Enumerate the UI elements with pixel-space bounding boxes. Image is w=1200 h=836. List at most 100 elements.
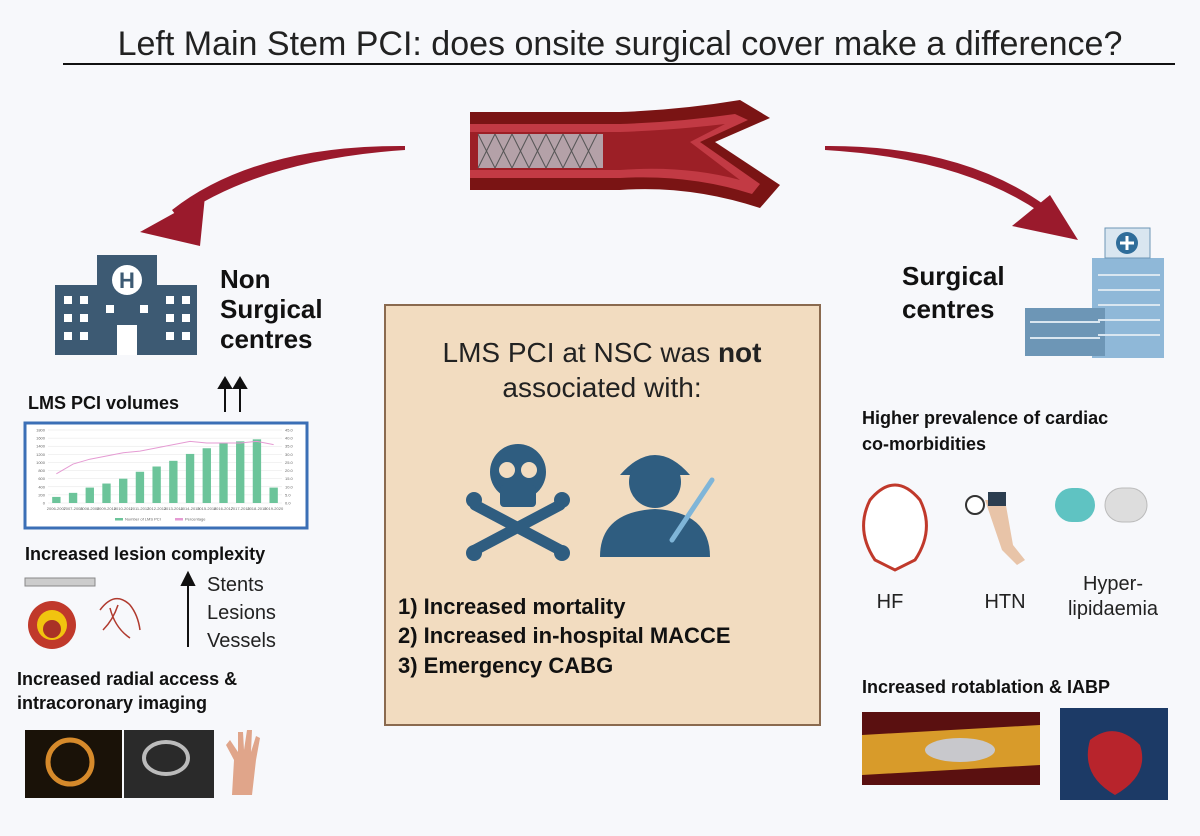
y2-tick-label: 25.0 <box>285 460 294 465</box>
y2-tick-label: 30.0 <box>285 452 294 457</box>
y2-tick-label: 0.0 <box>285 501 291 506</box>
comorbidity-icons-part <box>965 495 985 515</box>
x-tick-label: 2016-2017 <box>214 506 234 511</box>
x-tick-label: 2019-2020 <box>264 506 284 511</box>
y2-tick-label: 35.0 <box>285 444 294 449</box>
statement-text: LMS PCI at NSC was <box>443 337 718 368</box>
hospital-icon-left-part-part <box>117 325 137 355</box>
arrow-right-part <box>1012 195 1078 240</box>
hospital-icon-left-part-part <box>106 305 114 313</box>
x-tick-label: 2013-2014 <box>164 506 184 511</box>
hospital-icon-left-part-part <box>80 332 88 340</box>
y-tick-label: 1200 <box>36 452 46 457</box>
comorbidity-label: Hyper- <box>1083 573 1143 595</box>
x-tick-label: 2017-2018 <box>231 506 251 511</box>
up-arrows-part <box>217 376 233 389</box>
bar <box>185 453 195 503</box>
skull-icon <box>466 444 570 561</box>
bar <box>68 492 78 503</box>
statement-emphasis: not <box>718 337 762 368</box>
bar <box>169 460 178 503</box>
section-label: co-morbidities <box>862 434 986 454</box>
x-tick-label: 2015-2016 <box>197 506 217 511</box>
hospital-icon-right <box>1025 227 1164 358</box>
arrow-right-part <box>825 145 1046 212</box>
legend-label: Percentage <box>185 517 206 522</box>
hospital-icon-left-part-part <box>64 332 72 340</box>
bar <box>119 478 128 503</box>
bar <box>252 439 262 503</box>
hospital-icon-left-part <box>55 285 97 355</box>
legend-swatch <box>175 518 183 521</box>
comorbidity-icons-part <box>862 483 928 572</box>
up-arrow <box>180 570 196 647</box>
hospital-icon-left-part-part <box>182 332 190 340</box>
arrow-left-part <box>172 145 405 218</box>
surgeon-icon-part <box>669 477 715 543</box>
legend-swatch <box>115 518 123 521</box>
imaging-pictures-part <box>45 737 95 787</box>
y-tick-label: 1400 <box>36 444 46 449</box>
bar <box>152 466 161 503</box>
x-tick-label: 2012-2013 <box>147 506 167 511</box>
skull-icon-part <box>499 462 515 478</box>
y2-tick-label: 5.0 <box>285 492 291 497</box>
y-tick-label: 0 <box>43 501 46 506</box>
section-label: Increased radial access & <box>17 669 237 689</box>
hospital-icon-left-part-part <box>80 296 88 304</box>
outcome: 3) Emergency CABG <box>398 653 613 678</box>
heading-line: Surgical <box>220 294 323 324</box>
up-arrows <box>217 376 248 412</box>
bar <box>269 487 278 503</box>
title: Left Main Stem PCI: does onsite surgical… <box>118 25 1123 63</box>
imaging-pictures-part <box>226 730 260 795</box>
section-label: Increased rotablation & IABP <box>862 677 1110 697</box>
y-tick-label: 600 <box>38 476 45 481</box>
y-tick-label: 1800 <box>36 428 46 433</box>
chart-frame <box>23 421 309 530</box>
lesion-icons-part <box>99 597 141 639</box>
bar <box>202 448 211 503</box>
hospital-icon-right-part <box>1025 308 1105 356</box>
skull-icon-part <box>466 545 482 561</box>
artery-illustration <box>470 100 780 208</box>
skull-icon-part <box>554 545 570 561</box>
hospital-icon-left-part-part <box>140 305 148 313</box>
bar <box>102 483 111 503</box>
procedure-pictures-part <box>1087 731 1143 795</box>
hospital-icon-left: H <box>55 255 197 355</box>
complexity-item: Vessels <box>207 630 276 652</box>
legend-label: Number of LMS PCI <box>125 517 161 522</box>
y-tick-label: 1600 <box>36 436 46 441</box>
line <box>56 440 274 475</box>
hospital-icon-left-part: H <box>119 268 135 293</box>
x-tick-label: 2011-2012 <box>131 506 151 511</box>
hospital-icon-right-part <box>1120 236 1134 250</box>
bar <box>135 471 145 503</box>
section-label: LMS PCI volumes <box>28 393 179 413</box>
comorbidity-icons-part <box>988 492 1006 506</box>
hospital-icon-left-part-part <box>64 314 72 322</box>
hospital-icon-left-part <box>157 285 197 355</box>
up-arrow-part <box>180 570 196 586</box>
y2-tick-label: 45.0 <box>285 428 294 433</box>
y2-tick-label: 20.0 <box>285 468 294 473</box>
x-tick-label: 2010-2011 <box>114 506 134 511</box>
y-tick-label: 800 <box>38 468 45 473</box>
lesion-icons-part <box>43 620 61 638</box>
skull-icon-part <box>469 499 566 556</box>
hospital-icon-left-part <box>112 265 142 295</box>
lesion-icons <box>24 577 141 649</box>
hospital-icon-right-part <box>1030 274 1160 339</box>
comorbidity-icons-part <box>985 500 1025 565</box>
x-tick-label: 2007-2008 <box>64 506 84 511</box>
procedure-pictures-part <box>925 738 995 762</box>
arrow-right <box>825 145 1078 240</box>
x-tick-label: 2018-2019 <box>247 506 267 511</box>
skull-icon-part <box>500 485 536 507</box>
key-finding-box <box>384 304 821 726</box>
up-arrows-part <box>232 376 248 389</box>
bar <box>85 487 94 503</box>
heading-line: Non <box>220 264 271 294</box>
